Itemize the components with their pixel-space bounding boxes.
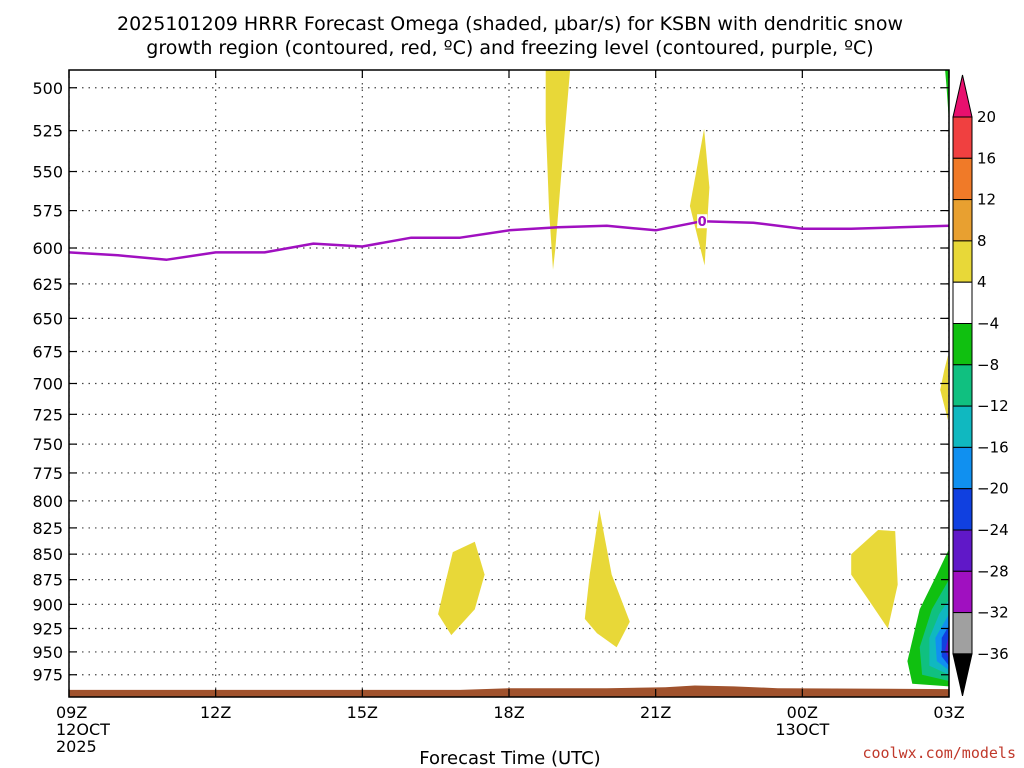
y-tick-label: 550	[32, 163, 63, 182]
y-tick-label: 975	[32, 666, 63, 685]
y-tick-label: 900	[32, 595, 63, 614]
omega-region	[438, 541, 485, 636]
y-tick-label: 725	[32, 405, 63, 424]
omega-region	[940, 355, 948, 421]
freezing-level-label-bg	[697, 214, 708, 229]
y-tick-label: 875	[32, 571, 63, 590]
y-tick-label: 675	[32, 343, 63, 362]
colorbar-label: 16	[977, 149, 996, 167]
colorbar-label: −32	[977, 604, 1009, 622]
colorbar-swatch	[952, 240, 973, 283]
chart-title-line-1: 2025101209 HRRR Forecast Omega (shaded, …	[117, 13, 903, 35]
x-tick-label: 21Z	[640, 703, 671, 722]
colorbar-swatch	[952, 612, 973, 655]
y-tick-label: 600	[32, 239, 63, 258]
omega-region	[851, 530, 898, 629]
plot-area: 0	[68, 69, 950, 698]
colorbar-label: −36	[977, 645, 1009, 663]
y-axis: 500 525 550 575 600 625 650 675 700 725 750 775 800 8…	[32, 79, 949, 685]
colorbar: 20 16 12 8 4 −4 −8 −12 −16 −20 −24 −28 −32 −36	[952, 74, 1009, 697]
omega-region	[689, 129, 710, 266]
colorbar-swatch	[952, 529, 973, 572]
colorbar-swatch	[952, 157, 973, 201]
y-tick-label: 925	[32, 619, 63, 638]
omega-region	[545, 70, 571, 270]
colorbar-label: 8	[977, 232, 987, 250]
colorbar-label: −12	[977, 397, 1009, 415]
x-tick-label: 03Z	[933, 703, 964, 722]
colorbar-swatch	[952, 364, 973, 407]
colorbar-swatch	[952, 199, 973, 242]
colorbar-label: −28	[977, 562, 1009, 580]
x-tick-label: 15Z	[347, 703, 378, 722]
colorbar-label: 12	[977, 191, 996, 209]
y-tick-label: 625	[32, 275, 63, 294]
colorbar-swatch	[952, 281, 973, 325]
y-tick-label: 700	[32, 375, 63, 394]
colorbar-swatch	[952, 405, 973, 448]
x-axis-title: Forecast Time (UTC)	[419, 748, 600, 768]
y-tick-label: 750	[32, 435, 63, 454]
colorbar-swatch	[952, 74, 973, 118]
credit-label: coolwx.com/models	[862, 744, 1016, 762]
x-tick-label: 12OCT	[56, 720, 110, 739]
y-tick-label: 800	[32, 492, 63, 511]
y-tick-label: 575	[32, 202, 63, 221]
y-tick-label: 950	[32, 643, 63, 662]
colorbar-label: −16	[977, 438, 1009, 456]
colorbar-label: −24	[977, 521, 1009, 539]
x-tick-label: 09Z	[56, 703, 87, 722]
colorbar-label: −4	[977, 315, 999, 333]
colorbar-swatch	[952, 446, 973, 490]
y-tick-label: 500	[32, 79, 63, 98]
omega-region	[945, 635, 949, 660]
colorbar-label: −20	[977, 480, 1009, 498]
y-tick-label: 775	[32, 464, 63, 483]
y-tick-label: 850	[32, 545, 63, 564]
y-tick-label: 825	[32, 519, 63, 538]
colorbar-label: −8	[977, 356, 999, 374]
colorbar-swatch	[952, 653, 973, 697]
colorbar-swatch	[952, 488, 973, 531]
x-tick-label: 12Z	[200, 703, 231, 722]
x-tick-label: 18Z	[493, 703, 524, 722]
colorbar-swatch	[952, 323, 973, 366]
colorbar-swatch	[952, 570, 973, 614]
y-tick-label: 525	[32, 122, 63, 141]
omega-region	[584, 509, 630, 648]
freezing-level-line	[69, 219, 949, 261]
y-tick-label: 650	[32, 309, 63, 328]
colorbar-label: 4	[977, 273, 987, 291]
freezing-level-label: 0	[698, 215, 707, 230]
omega-region	[945, 70, 949, 123]
x-tick-label: 2025	[56, 737, 97, 756]
x-tick-label: 00Z	[787, 703, 818, 722]
colorbar-swatch	[952, 116, 973, 159]
x-tick-label: 13OCT	[775, 720, 829, 739]
colorbar-label: 20	[977, 108, 996, 126]
chart-title-line-2: growth region (contoured, red, ºC) and f…	[146, 37, 873, 59]
omega-region	[941, 625, 949, 666]
